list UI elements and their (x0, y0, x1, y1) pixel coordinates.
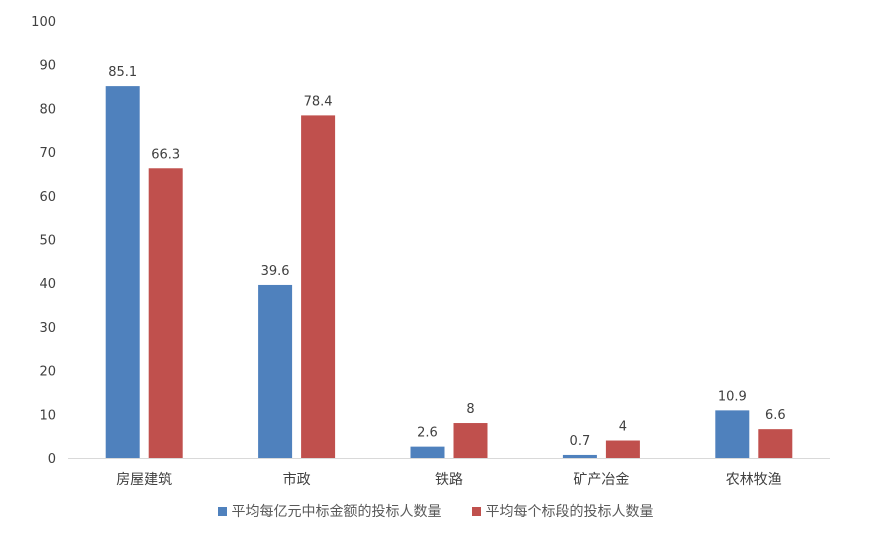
x-tick-label: 房屋建筑 (116, 472, 172, 488)
y-tick-label: 70 (39, 146, 56, 161)
data-label: 6.6 (765, 408, 786, 423)
data-label: 8 (466, 402, 474, 417)
data-label: 0.7 (570, 434, 591, 449)
y-tick-label: 10 (39, 408, 56, 423)
bar-series-1 (562, 454, 597, 458)
legend: 平均每亿元中标金额的投标人数量 平均每个标段的投标人数量 (0, 501, 871, 521)
data-label: 66.3 (151, 147, 180, 162)
legend-item-series-2: 平均每个标段的投标人数量 (471, 501, 654, 521)
x-tick-label: 农林牧渔 (726, 472, 782, 488)
y-tick-label: 60 (39, 190, 56, 205)
x-tick-label: 矿产冶金 (573, 472, 629, 488)
bar-series-1 (258, 284, 293, 458)
y-tick-label: 30 (39, 321, 56, 336)
legend-label: 平均每个标段的投标人数量 (485, 504, 654, 520)
bar-series-1 (105, 86, 140, 458)
bar-series-1 (715, 410, 750, 458)
bar-series-1 (410, 446, 445, 458)
x-tick-label: 市政 (283, 471, 311, 488)
data-label: 39.6 (261, 264, 290, 279)
legend-label: 平均每亿元中标金额的投标人数量 (231, 504, 442, 520)
legend-item-series-1: 平均每亿元中标金额的投标人数量 (217, 501, 442, 521)
data-label: 4 (619, 420, 627, 435)
y-tick-label: 20 (39, 365, 56, 380)
x-tick-label: 铁路 (435, 472, 463, 488)
y-tick-label: 50 (39, 234, 56, 249)
bar-series-2 (453, 423, 488, 458)
data-label: 10.9 (718, 389, 747, 404)
y-tick-label: 40 (39, 277, 56, 292)
legend-swatch-red (471, 506, 481, 516)
legend-swatch-blue (217, 506, 227, 516)
bar-chart: 0 10 20 30 40 50 60 70 80 90 100 85.1 66.3 房屋建筑 39.6 78… (31, 15, 830, 488)
bar-series-2 (148, 168, 183, 459)
bar-series-2 (605, 440, 640, 458)
bar-series-2 (301, 115, 336, 458)
y-tick-label: 90 (39, 59, 56, 74)
data-label: 2.6 (417, 426, 438, 441)
y-tick-label: 80 (39, 102, 56, 117)
data-label: 85.1 (108, 65, 137, 80)
y-tick-label: 0 (48, 452, 56, 467)
data-label: 78.4 (304, 94, 333, 109)
y-tick-label: 100 (31, 15, 56, 30)
bar-series-2 (758, 429, 793, 458)
